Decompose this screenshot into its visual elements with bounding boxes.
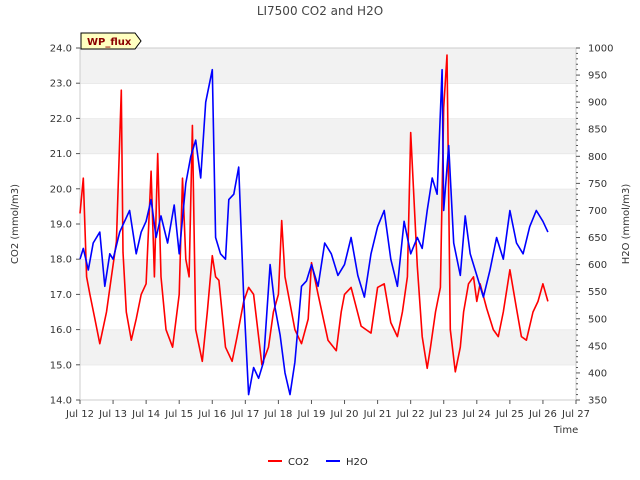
x-tick-label: Jul 23 [429, 409, 458, 420]
legend: CO2 H2O [268, 457, 368, 468]
right-tick-label: 400 [588, 368, 607, 379]
right-tick-label: 750 [588, 179, 607, 190]
right-tick-label: 900 [588, 98, 607, 109]
left-tick-label: 23.0 [50, 79, 72, 90]
x-tick-label: Jul 14 [131, 409, 160, 420]
grid-band [80, 83, 576, 119]
left-tick-label: 19.0 [50, 220, 72, 231]
right-tick-label: 800 [588, 152, 607, 163]
x-tick-label: Jul 19 [296, 409, 325, 420]
left-tick-label: 22.0 [50, 114, 72, 125]
badge-shape [80, 32, 142, 50]
legend-label-h2o: H2O [346, 457, 368, 468]
grid-band [80, 118, 576, 154]
x-tick-label: Jul 16 [197, 409, 226, 420]
left-tick-label: 15.0 [50, 360, 72, 371]
series-line-h2o [79, 68, 549, 396]
series-line-co2 [79, 54, 549, 373]
grid-band [80, 188, 576, 224]
x-tick-label: Jul 24 [462, 409, 491, 420]
left-tick-label: 21.0 [50, 149, 72, 160]
x-tick-label: Jul 17 [230, 409, 259, 420]
right-tick-label: 600 [588, 260, 607, 271]
x-tick-label: Jul 22 [396, 409, 425, 420]
right-tick-label: 500 [588, 314, 607, 325]
left-tick-label: 20.0 [50, 184, 72, 195]
right-tick-label: 450 [588, 341, 607, 352]
badge-label: WP_flux [87, 37, 132, 48]
chart-title: LI7500 CO2 and H2O [257, 4, 383, 18]
left-tick-label: 18.0 [50, 255, 72, 266]
x-tick-label: Jul 12 [65, 409, 94, 420]
x-tick-label: Jul 21 [363, 409, 392, 420]
x-tick-label: Jul 20 [330, 409, 359, 420]
x-tick-label: Jul 25 [495, 409, 524, 420]
series-group [79, 54, 549, 396]
x-tick-label: Jul 26 [528, 409, 557, 420]
x-tick-label: Jul 18 [263, 409, 292, 420]
badge: WP_flux [80, 32, 142, 50]
left-tick-label: 16.0 [50, 325, 72, 336]
legend-label-co2: CO2 [288, 457, 309, 468]
grid-band [80, 364, 576, 400]
x-tick-label: Jul 13 [98, 409, 127, 420]
right-tick-label: 950 [588, 71, 607, 82]
right-axis-title: H2O (mmol/m3) [621, 184, 632, 265]
x-tick-label: Jul 15 [164, 409, 193, 420]
right-tick-label: 650 [588, 233, 607, 244]
left-axis: 14.0 15.0 16.0 17.0 18.0 19.0 20.0 21.0 22.0 23.0… [50, 44, 80, 407]
x-axis-title: Time [553, 425, 578, 436]
left-tick-label: 24.0 [50, 44, 72, 55]
x-tick-label: Jul 27 [561, 409, 590, 420]
grid-band [80, 48, 576, 84]
left-axis-title: CO2 (mmol/m3) [10, 184, 21, 264]
right-axis: 350 400 450 500 550 600 650 700 750 800 850 900 950 1… [576, 44, 613, 407]
right-tick-label: 550 [588, 287, 607, 298]
right-tick-label: 1000 [588, 44, 613, 55]
right-tick-label: 700 [588, 206, 607, 217]
grid-band [80, 153, 576, 189]
grid-band [80, 329, 576, 365]
right-tick-label: 850 [588, 125, 607, 136]
right-tick-label: 350 [588, 396, 607, 407]
bottom-axis: Jul 12 Jul 13 Jul 14 Jul 15 Jul 16 Jul 17 Jul … [65, 400, 590, 420]
left-tick-label: 17.0 [50, 290, 72, 301]
left-tick-label: 14.0 [50, 396, 72, 407]
